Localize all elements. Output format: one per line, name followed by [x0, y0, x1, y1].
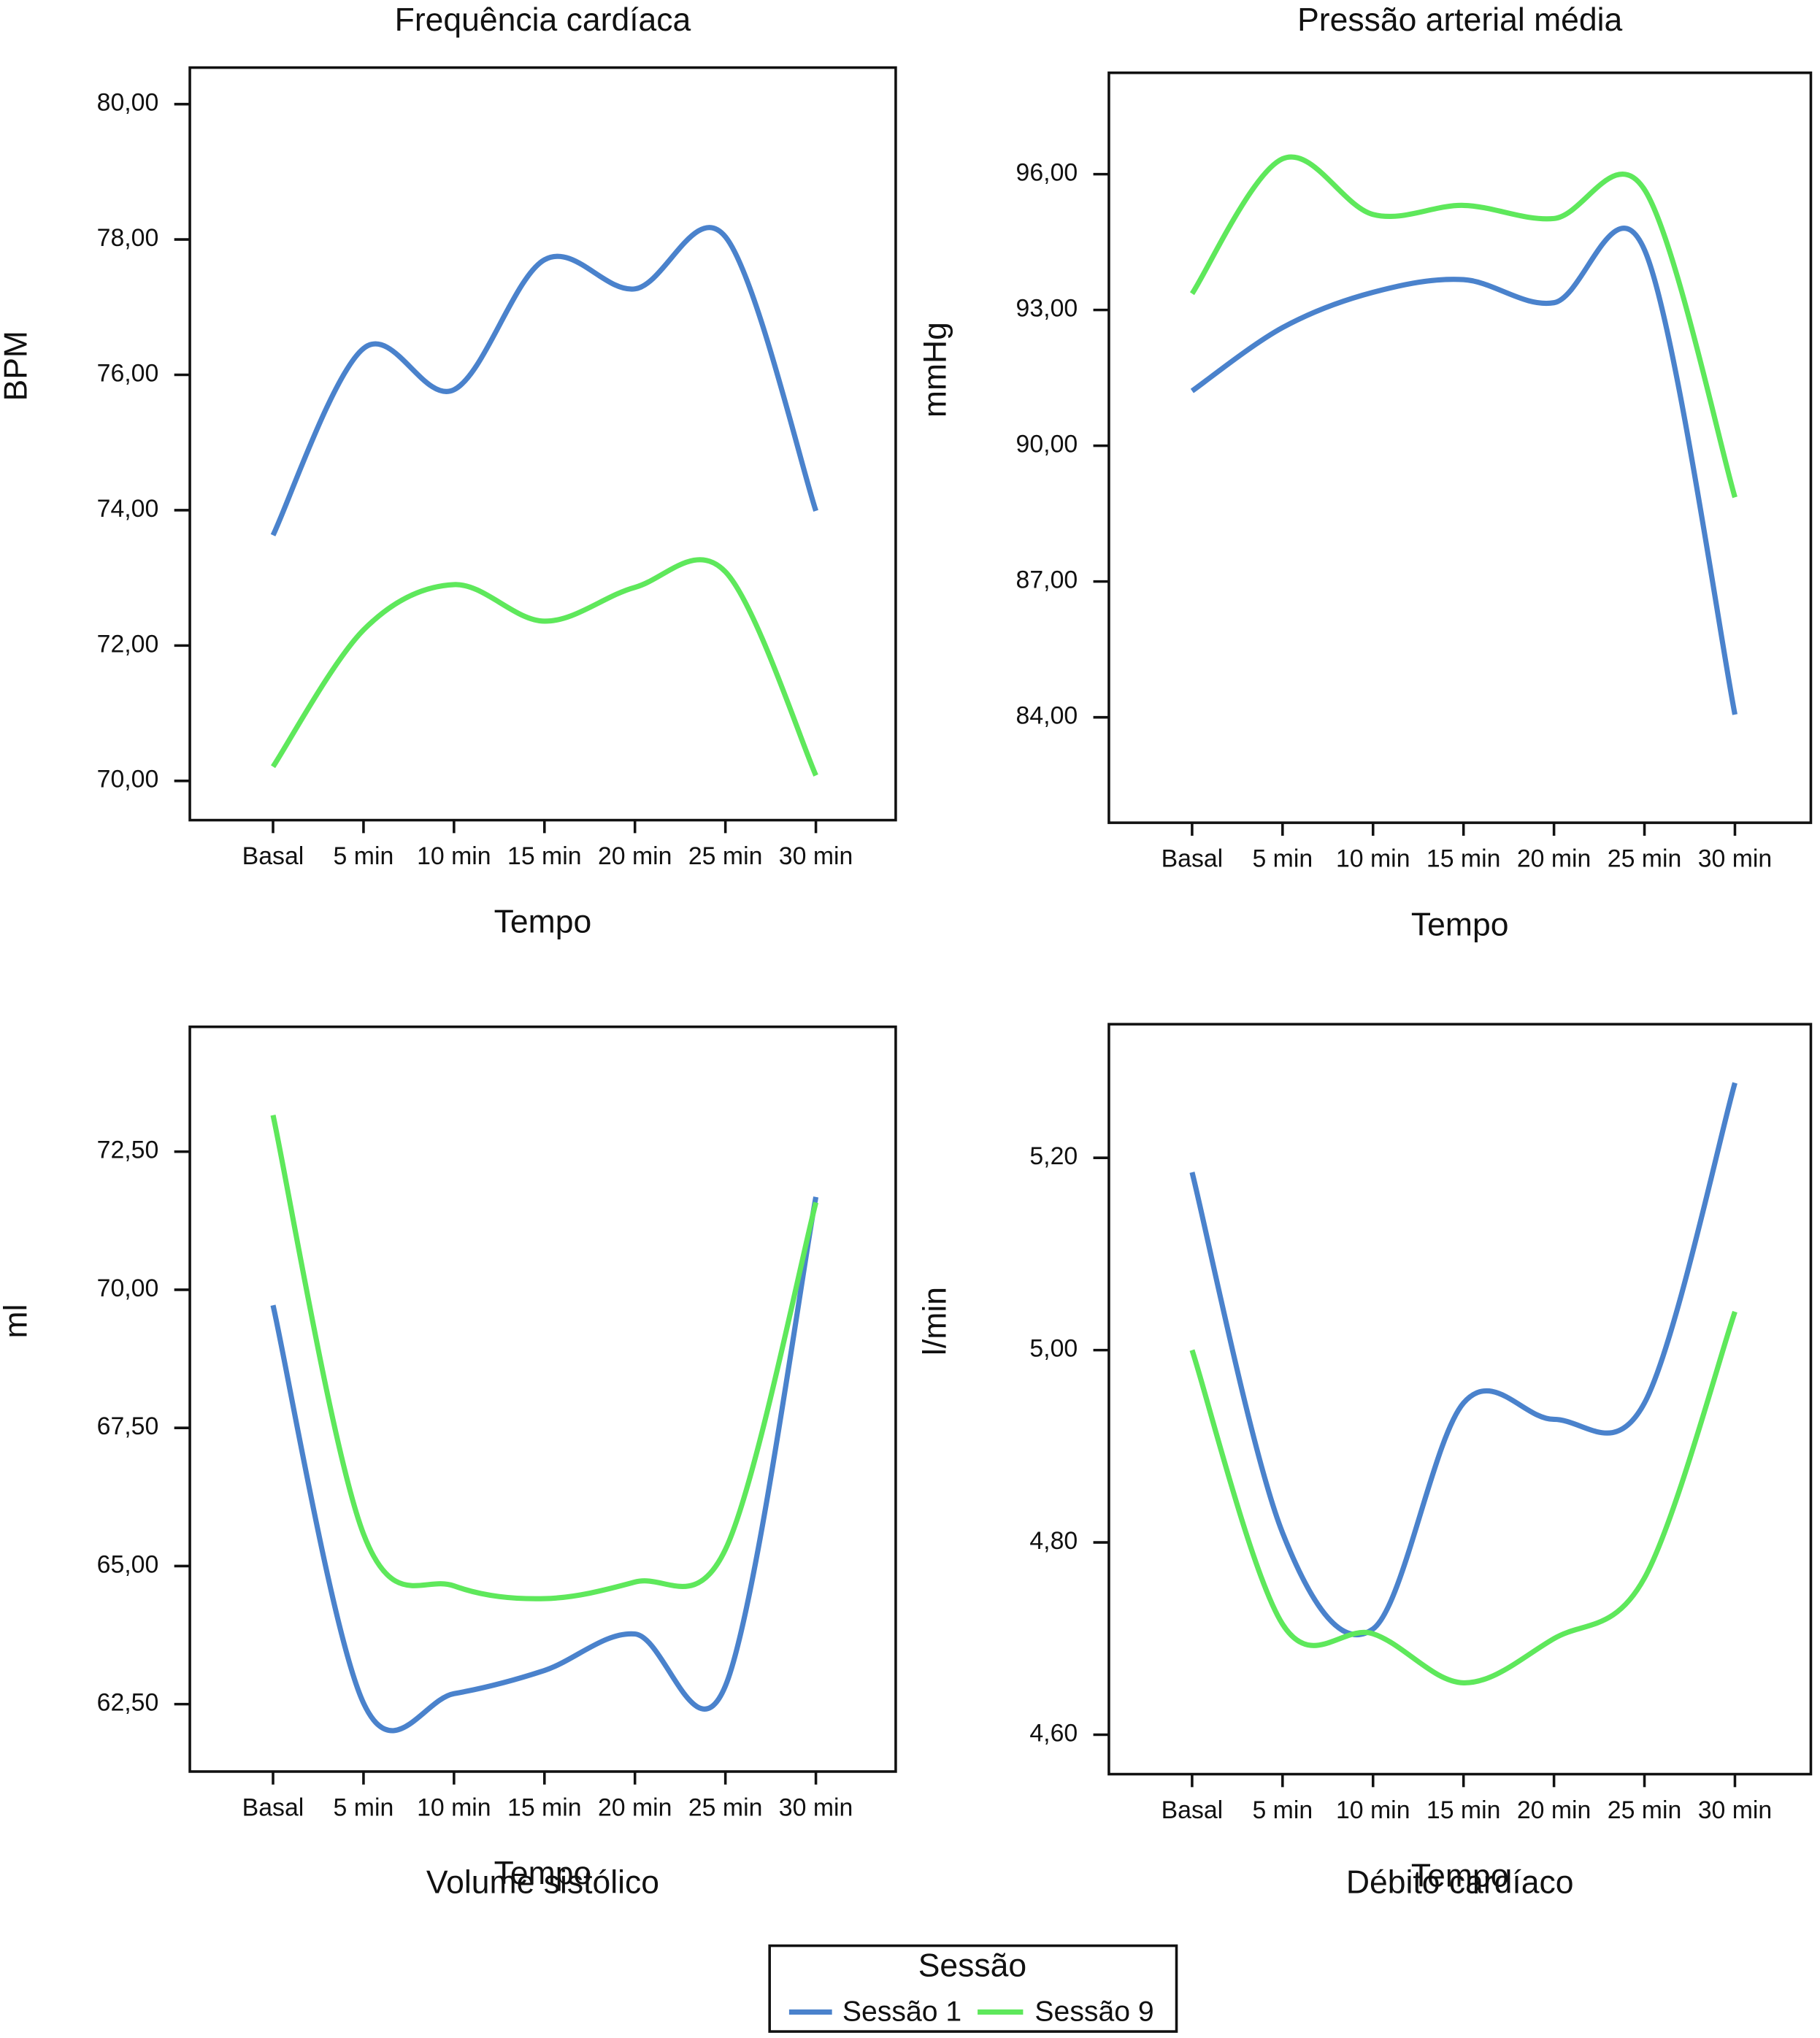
- legend-entry: Sessão 9: [1034, 1996, 1153, 2028]
- x-tick-label: 30 min: [779, 842, 853, 870]
- y-tick-label: 65,00: [97, 1550, 159, 1578]
- x-tick-label: 25 min: [1608, 845, 1682, 873]
- x-tick-label: 5 min: [334, 1794, 394, 1822]
- x-tick-label: 20 min: [598, 1794, 672, 1822]
- x-tick-label: 25 min: [688, 842, 763, 870]
- x-tick-label: 15 min: [1427, 1796, 1501, 1824]
- x-tick-label: 25 min: [688, 1794, 763, 1822]
- y-tick-label: 72,00: [97, 630, 159, 658]
- y-axis-label: ml: [0, 1304, 34, 1339]
- y-tick-label: 4,60: [1029, 1719, 1078, 1747]
- y-tick-label: 76,00: [97, 359, 159, 387]
- series-line: [1189, 1082, 1738, 1637]
- y-tick-label: 93,00: [1016, 295, 1078, 323]
- x-axis-label: Tempo: [1411, 907, 1509, 942]
- plot-frame: [1107, 71, 1813, 824]
- x-axis-label: Tempo: [494, 1856, 592, 1891]
- series-line: [1189, 154, 1738, 499]
- y-tick-label: 5,00: [1029, 1335, 1078, 1363]
- x-tick-label: Basal: [242, 842, 304, 870]
- x-tick-label: 15 min: [507, 842, 582, 870]
- x-tick-label: 10 min: [417, 842, 491, 870]
- y-tick-label: 90,00: [1016, 431, 1078, 458]
- x-tick-label: 5 min: [1252, 1796, 1313, 1824]
- y-tick-label: 84,00: [1016, 702, 1078, 730]
- y-tick-label: 4,80: [1029, 1527, 1078, 1555]
- series-line: [271, 557, 818, 777]
- y-axis-label: l/min: [918, 1287, 953, 1356]
- x-tick-label: 10 min: [1336, 1796, 1410, 1824]
- x-tick-label: Basal: [1162, 1796, 1224, 1824]
- series-line: [1190, 226, 1738, 715]
- x-axis-label: Tempo: [494, 904, 592, 940]
- y-axis-label: mmHg: [918, 322, 953, 418]
- x-tick-label: 15 min: [1427, 845, 1501, 873]
- x-tick-label: 20 min: [1517, 845, 1591, 873]
- x-tick-label: 10 min: [417, 1794, 491, 1822]
- x-tick-label: Basal: [1162, 845, 1224, 873]
- y-tick-label: 62,50: [97, 1689, 159, 1717]
- y-tick-label: 87,00: [1016, 566, 1078, 594]
- series-line: [270, 1196, 819, 1734]
- y-tick-label: 78,00: [97, 224, 159, 252]
- legend-title: Sessão: [918, 1948, 1026, 1984]
- plot-frame: [188, 66, 897, 822]
- y-tick-label: 80,00: [97, 89, 159, 117]
- plot-frame: [188, 1025, 897, 1773]
- x-tick-label: 20 min: [1517, 1796, 1591, 1824]
- y-tick-label: 96,00: [1016, 159, 1078, 187]
- x-tick-label: 20 min: [598, 842, 672, 870]
- x-tick-label: 25 min: [1608, 1796, 1682, 1824]
- series-line: [1189, 1310, 1738, 1685]
- x-tick-label: Basal: [242, 1794, 304, 1822]
- series-line: [270, 1115, 819, 1601]
- y-axis-label: BPM: [0, 331, 34, 401]
- chart-title: Débito cardíaco: [1346, 1865, 1574, 1901]
- plot-frame: [1107, 1023, 1813, 1776]
- x-tick-label: 30 min: [1698, 845, 1773, 873]
- series-line: [270, 225, 818, 537]
- y-tick-label: 70,00: [97, 766, 159, 793]
- y-tick-label: 74,00: [97, 495, 159, 523]
- x-tick-label: 10 min: [1336, 845, 1410, 873]
- x-tick-label: 30 min: [779, 1794, 853, 1822]
- y-tick-label: 70,00: [97, 1274, 159, 1302]
- y-tick-label: 5,20: [1029, 1142, 1078, 1170]
- legend-entry: Sessão 1: [842, 1996, 961, 2028]
- x-tick-label: 15 min: [507, 1794, 582, 1822]
- legend-box: [768, 1944, 1178, 2033]
- y-tick-label: 72,50: [97, 1137, 159, 1164]
- chart-title: Frequência cardíaca: [395, 2, 691, 38]
- x-tick-label: 5 min: [1252, 845, 1313, 873]
- x-tick-label: 30 min: [1698, 1796, 1773, 1824]
- chart-title: Volume sistólico: [426, 1865, 659, 1901]
- y-tick-label: 67,50: [97, 1412, 159, 1440]
- x-axis-label: Tempo: [1411, 1858, 1509, 1894]
- chart-title: Pressão arterial média: [1297, 2, 1622, 38]
- x-tick-label: 5 min: [334, 842, 394, 870]
